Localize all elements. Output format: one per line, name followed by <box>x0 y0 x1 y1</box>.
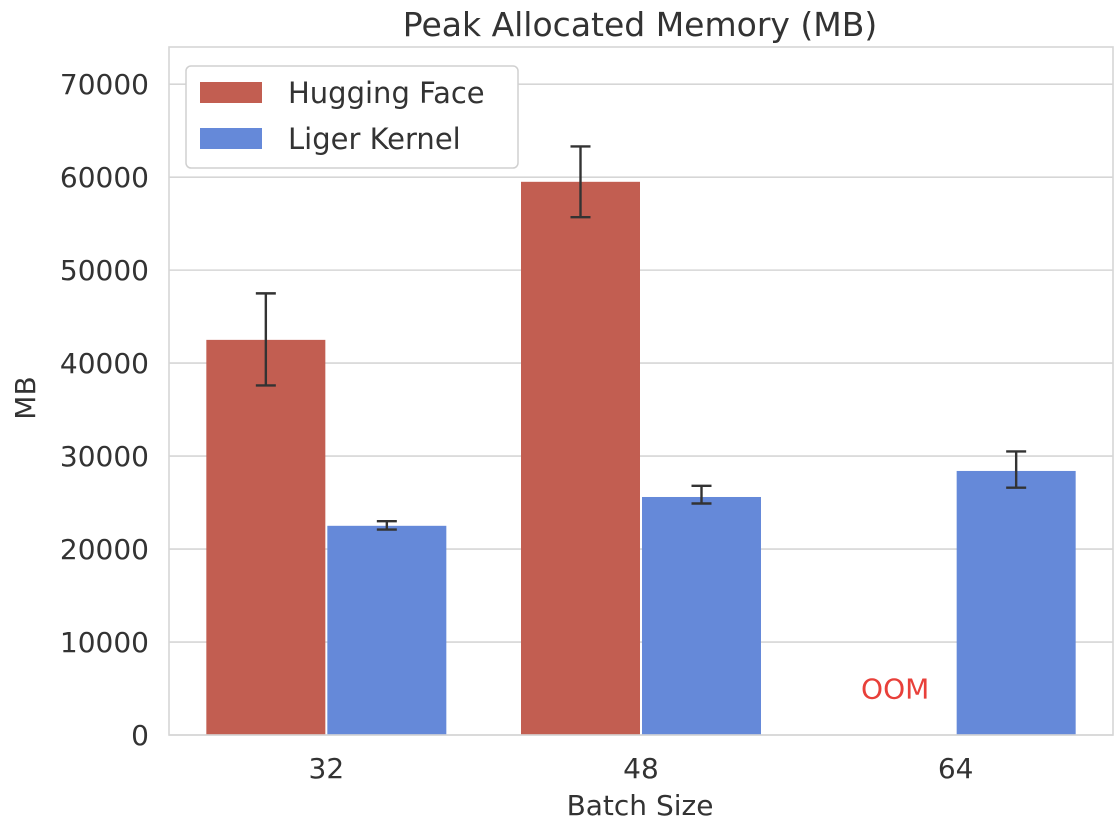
y-tick-label-40000: 40000 <box>60 347 149 380</box>
bars <box>206 181 1076 736</box>
plot-frame <box>168 46 1114 736</box>
bar-liger-kernel-48 <box>642 496 761 735</box>
y-tick-label-70000: 70000 <box>60 68 149 101</box>
legend-swatch-hugging-face <box>200 82 262 103</box>
error-bar-liger-kernel-64 <box>1006 450 1027 489</box>
legend-label-hugging-face: Hugging Face <box>288 76 485 110</box>
x-tick-label-32: 32 <box>309 752 345 785</box>
x-tick-label-64: 64 <box>938 752 974 785</box>
bar-hugging-face-48 <box>521 181 640 736</box>
legend-label-liger-kernel: Liger Kernel <box>288 122 461 156</box>
x-tick-label-48: 48 <box>623 752 659 785</box>
annotation-oom: OOM <box>861 673 929 706</box>
y-tick-label-0: 0 <box>131 719 149 752</box>
y-tick-label-20000: 20000 <box>60 533 149 566</box>
error-bar-liger-kernel-48 <box>691 484 712 505</box>
chart-title: Peak Allocated Memory (MB) <box>403 5 878 44</box>
y-tick-label-50000: 50000 <box>60 254 149 287</box>
legend: Hugging Face Liger Kernel <box>185 65 519 169</box>
bar-liger-kernel-32 <box>327 525 447 735</box>
annotations: OOM <box>861 673 929 706</box>
y-axis-label: MB <box>9 376 42 419</box>
bar-hugging-face-32 <box>206 339 326 735</box>
error-bar-hugging-face-48 <box>570 145 591 219</box>
legend-swatch-liger-kernel <box>200 128 262 149</box>
y-tick-label-10000: 10000 <box>60 626 149 659</box>
y-tick-label-60000: 60000 <box>60 161 149 194</box>
gridlines <box>169 83 1113 736</box>
bar-liger-kernel-64 <box>956 470 1076 735</box>
y-tick-label-30000: 30000 <box>60 440 149 473</box>
legend-frame <box>185 65 519 169</box>
y-axis-ticks: 0 10000 20000 30000 40000 50000 60000 70000 <box>60 68 149 752</box>
x-axis-ticks: 32 48 64 <box>309 752 974 785</box>
error-bar-liger-kernel-32 <box>376 519 397 531</box>
x-axis-label: Batch Size <box>567 789 714 822</box>
error-bar-hugging-face-32 <box>255 292 276 387</box>
error-bars <box>255 145 1027 531</box>
